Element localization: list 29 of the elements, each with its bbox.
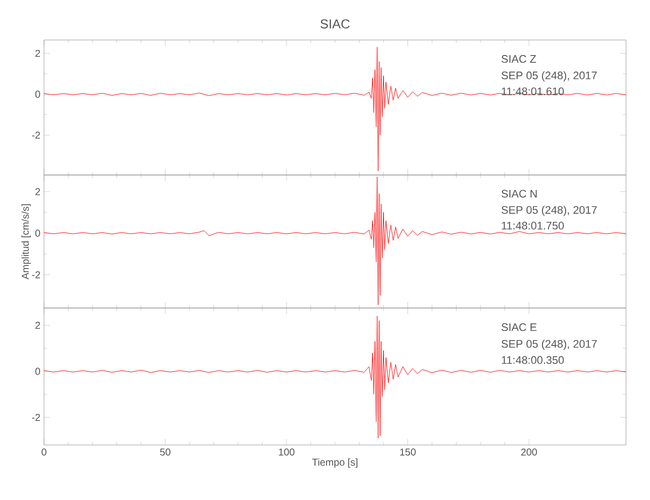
annotation: SIAC E [502, 323, 537, 332]
x-axis-title: Tiempo [s] [312, 458, 358, 468]
y-tick-label: -2 [32, 414, 40, 421]
line-series [44, 46, 626, 172]
x-tick-label: 150 [400, 448, 416, 456]
y-tick-label: 0 [35, 90, 40, 98]
x-tick-label: 50 [160, 448, 170, 456]
x-tick-label: 100 [278, 448, 294, 456]
y-tick-label: 0 [35, 368, 40, 375]
line-series [44, 316, 626, 438]
annotation: SEP 05 (248), 2017 [502, 206, 597, 216]
y-tick-label: 2 [35, 322, 40, 329]
x-tick-label: 0 [42, 448, 46, 456]
annotation: 11:48:01.610 [502, 87, 564, 96]
annotation: SEP 05 (248), 2017 [502, 71, 597, 82]
y-tick-label: -2 [32, 271, 40, 278]
chart-title: SIAC [320, 19, 350, 28]
x-tick-label: 200 [521, 448, 537, 456]
line-series [44, 176, 626, 306]
y-tick-label: 0 [35, 230, 40, 237]
y-tick-label: 2 [35, 50, 40, 57]
annotation: 11:48:01.750 [502, 222, 564, 230]
annotation: 11:48:00.350 [502, 356, 564, 364]
y-tick-label: -2 [32, 132, 40, 139]
annotation: SIAC N [502, 190, 537, 198]
y-tick-label: 2 [35, 188, 40, 196]
y-axis-title: Amplitud [cm/s/s] [21, 204, 31, 280]
annotation: SIAC Z [502, 55, 536, 63]
annotation: SEP 05 (248), 2017 [502, 340, 597, 350]
